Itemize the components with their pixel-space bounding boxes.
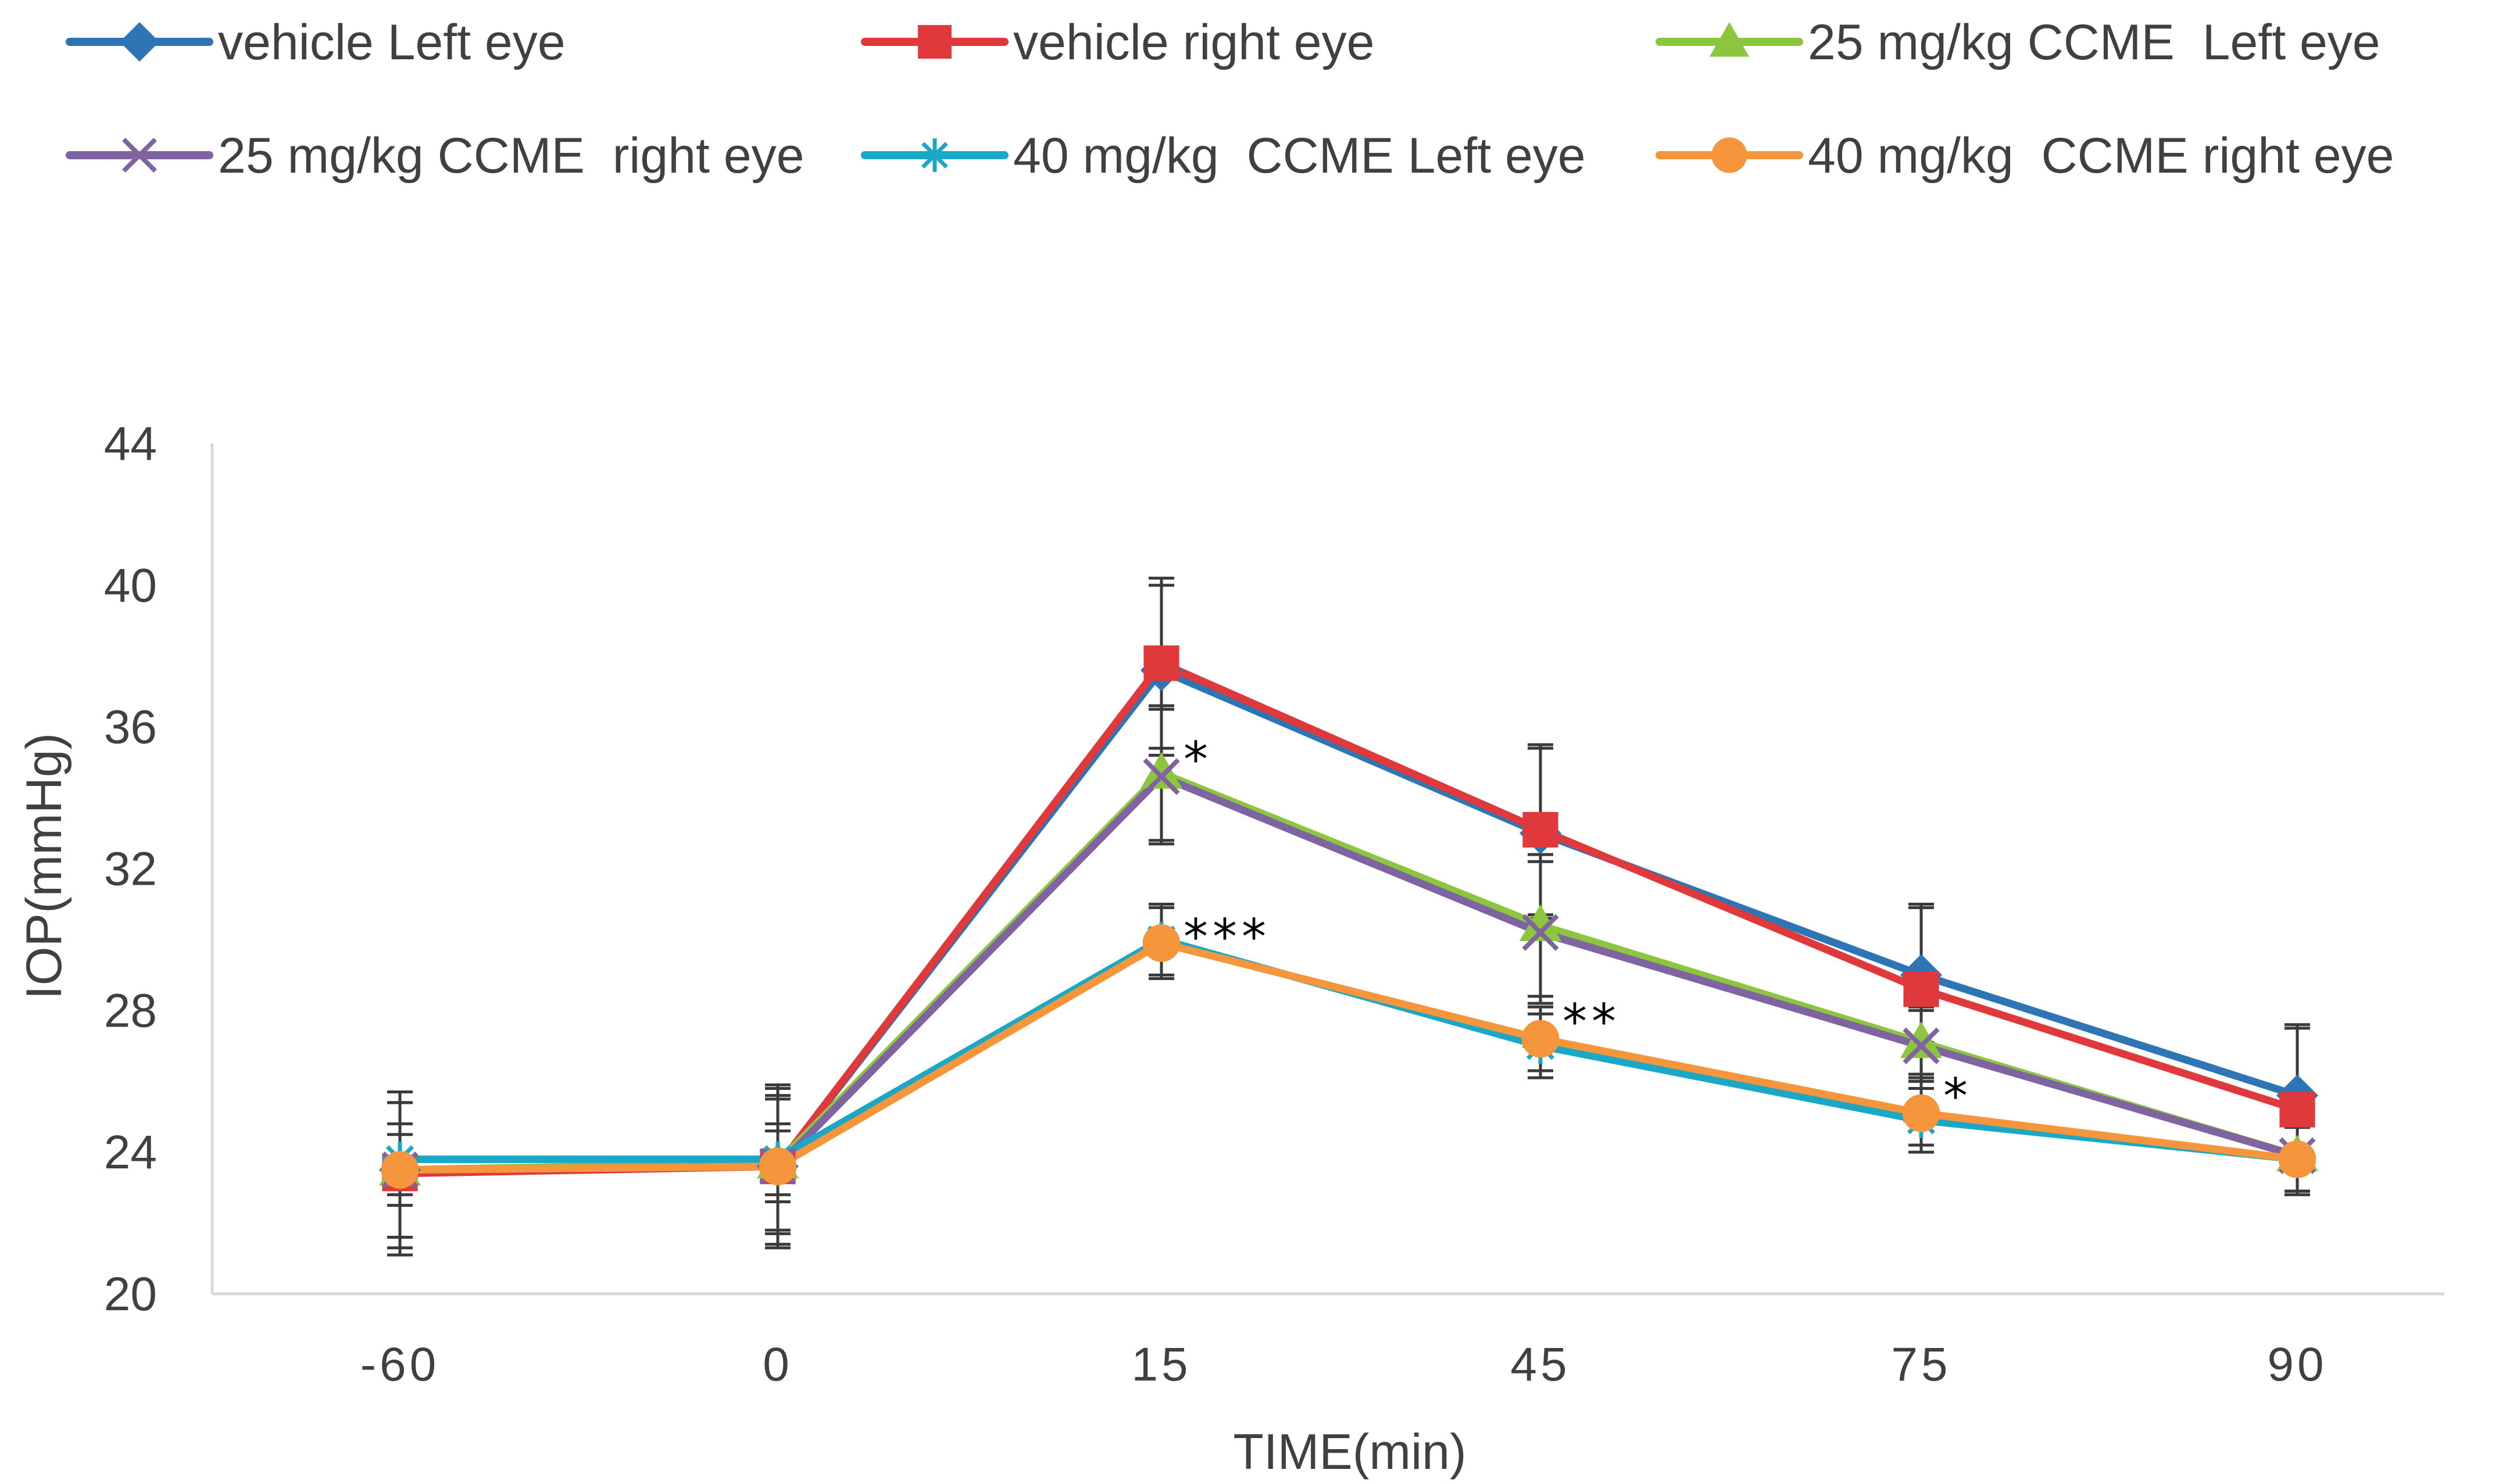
legend-marker xyxy=(120,22,159,62)
x-axis-title: TIME(min) xyxy=(1233,1424,1466,1480)
legend: vehicle Left eye vehicle right eye 25 mg/k… xyxy=(66,15,2394,184)
legend-label: vehicle Left eye xyxy=(218,15,566,70)
data-point xyxy=(1900,1021,1942,1059)
y-tick-label: 28 xyxy=(104,984,157,1037)
series-line xyxy=(396,769,2301,1174)
x-tick-label: 90 xyxy=(2267,1338,2327,1391)
x-tick-label: -60 xyxy=(360,1338,440,1391)
data-point xyxy=(1142,924,1181,962)
data-point xyxy=(1903,1027,1940,1064)
significance-marker: * xyxy=(1184,731,1213,788)
series-markers xyxy=(379,645,2318,1192)
data-point xyxy=(1520,904,1561,942)
data-point xyxy=(1522,914,1559,951)
legend-label: 40 mg/kg CCME Left eye xyxy=(1013,128,1586,184)
legend-label: 40 mg/kg CCME right eye xyxy=(1808,128,2394,184)
data-point xyxy=(1141,752,1182,789)
significance-marker: ** xyxy=(1563,993,1621,1050)
series-line xyxy=(396,939,2301,1174)
x-tick-label: 0 xyxy=(763,1338,793,1391)
data-point xyxy=(1143,645,1179,681)
y-tick-label: 36 xyxy=(104,701,157,754)
data-point xyxy=(759,1147,797,1185)
data-point xyxy=(1143,758,1180,795)
error-bars xyxy=(387,577,2310,1257)
significance-annotations: ******* xyxy=(1184,731,1972,1125)
y-axis-title: IOP(mmHg) xyxy=(16,733,72,1000)
legend-item: 40 mg/kg CCME right eye xyxy=(1656,128,2394,184)
legend-label: 25 mg/kg CCME right eye xyxy=(218,128,804,184)
data-point xyxy=(1522,811,1558,848)
legend-marker xyxy=(121,137,158,173)
y-tick-label: 40 xyxy=(104,559,157,612)
legend-marker xyxy=(918,25,952,59)
axes: 20 24 28 32 36 40 44 -60 0 15 45 75 90 TIME(min) IOP(m… xyxy=(16,417,2444,1480)
legend-item: 40 mg/kg CCME Left eye xyxy=(861,128,1586,184)
legend-marker xyxy=(1711,137,1747,173)
legend-item: vehicle right eye xyxy=(861,15,1374,70)
y-tick-label: 24 xyxy=(104,1126,157,1179)
legend-label: vehicle right eye xyxy=(1013,15,1374,70)
series-line xyxy=(396,659,2301,1178)
significance-marker: * xyxy=(1943,1068,1972,1125)
data-point xyxy=(2279,1092,2315,1128)
legend-item: 25 mg/kg CCME right eye xyxy=(66,128,804,184)
data-point xyxy=(1521,1020,1560,1058)
legend-item: vehicle Left eye xyxy=(66,15,566,70)
legend-label: 25 mg/kg CCME Left eye xyxy=(1808,15,2380,70)
data-point xyxy=(1903,971,1939,1007)
x-tick-label: 45 xyxy=(1510,1338,1570,1391)
data-point xyxy=(381,1151,419,1189)
legend-item: 25 mg/kg CCME Left eye xyxy=(1656,15,2380,70)
y-tick-label: 20 xyxy=(104,1268,157,1321)
series-line xyxy=(396,773,2301,1174)
y-tick-label: 32 xyxy=(104,843,157,896)
data-point xyxy=(1902,1094,1940,1132)
data-point xyxy=(2278,1140,2316,1178)
legend-marker xyxy=(1710,22,1749,57)
x-tick-label: 75 xyxy=(1891,1338,1951,1391)
x-tick-label: 15 xyxy=(1131,1338,1191,1391)
significance-marker: *** xyxy=(1184,908,1271,965)
series-lines xyxy=(396,659,2301,1178)
y-tick-label: 44 xyxy=(104,417,157,470)
legend-marker xyxy=(918,138,952,172)
